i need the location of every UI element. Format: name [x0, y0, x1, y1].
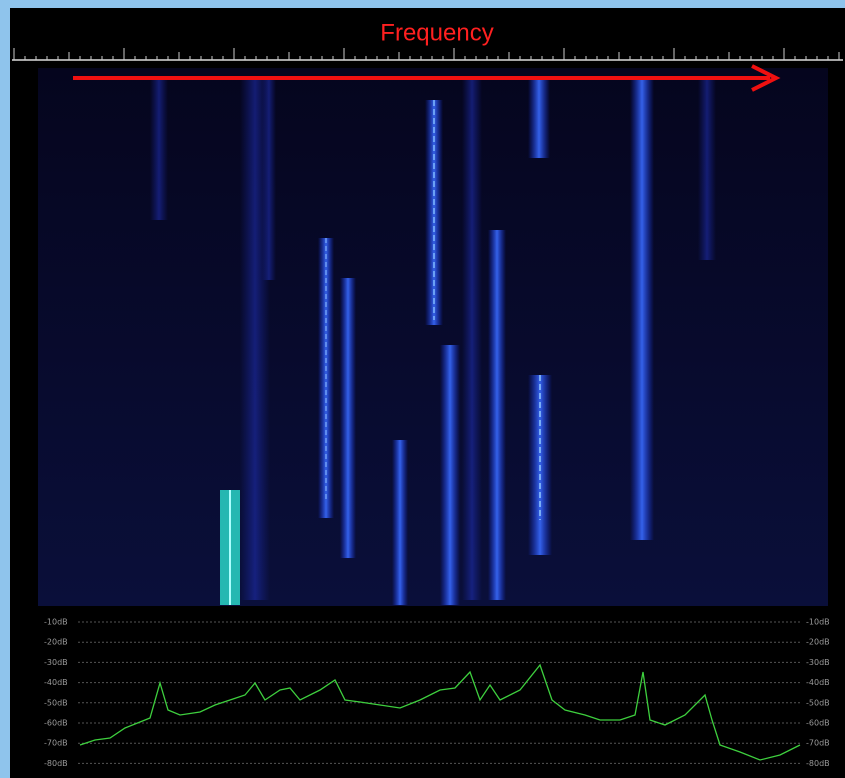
- db-label: -40dB: [44, 678, 68, 687]
- streak: [698, 80, 716, 260]
- db-label: -70dB: [44, 739, 68, 748]
- streak: [488, 230, 506, 600]
- db-label: -40dB: [806, 678, 830, 687]
- streak: [262, 80, 276, 280]
- db-label: -50dB: [806, 698, 830, 707]
- signal-streaks: [150, 78, 716, 605]
- frequency-ruler: [12, 48, 843, 61]
- db-label: -30dB: [806, 658, 830, 667]
- streak: [528, 78, 550, 158]
- db-label: -80dB: [44, 759, 68, 768]
- db-label: -80dB: [806, 759, 830, 768]
- db-label: -30dB: [44, 658, 68, 667]
- db-label: -60dB: [806, 719, 830, 728]
- streak: [440, 345, 460, 605]
- spectrum: -10dB -10dB -20dB -20dB -30dB -30dB -40dB -40dB…: [44, 618, 830, 768]
- streak: [630, 80, 654, 540]
- db-label: -10dB: [44, 618, 68, 627]
- spectrum-trace: [79, 663, 801, 761]
- db-label: -50dB: [44, 698, 68, 707]
- arrow-head: [751, 64, 781, 92]
- db-label: -20dB: [44, 638, 68, 647]
- streak: [462, 80, 482, 600]
- streak: [150, 80, 168, 220]
- db-label: -20dB: [806, 638, 830, 647]
- db-label: -10dB: [806, 618, 830, 627]
- db-label: -60dB: [44, 719, 68, 728]
- streak: [340, 278, 356, 558]
- frequency-label: Frequency: [380, 19, 493, 46]
- streak: [392, 440, 408, 605]
- db-label: -70dB: [806, 739, 830, 748]
